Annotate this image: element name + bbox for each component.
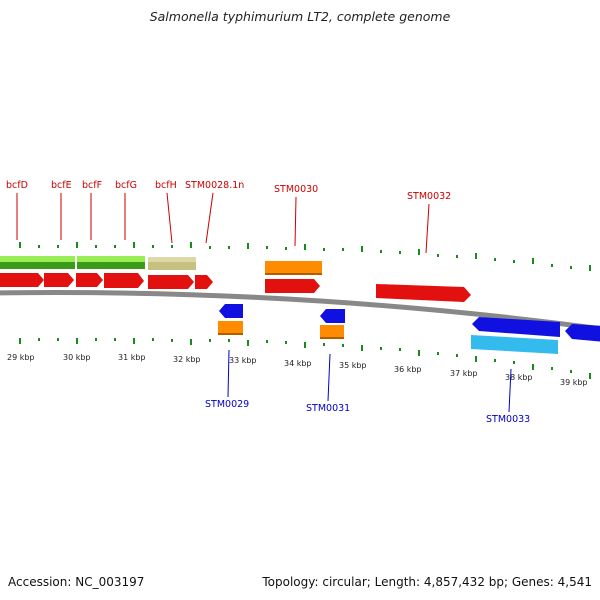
reverse-gene-labels: STM0029 STM0031 STM0033 xyxy=(205,399,530,425)
gene-label-stm0031: STM0031 xyxy=(306,403,350,414)
gene-arrow xyxy=(76,273,103,287)
reverse-leader-lines xyxy=(227,349,512,413)
scale-label: 39 kbp xyxy=(560,378,588,387)
gene-arrow xyxy=(195,275,213,289)
scale-label: 33 kbp xyxy=(229,356,257,365)
gene-label-stm0033: STM0033 xyxy=(486,414,530,425)
gene-label-bcfE: bcfE xyxy=(51,180,72,191)
reverse-feature-track xyxy=(218,321,558,354)
gene-arrow xyxy=(376,284,471,302)
scale-label: 29 kbp xyxy=(7,353,35,362)
scale-label: 36 kbp xyxy=(394,365,422,374)
genome-title: Salmonella typhimurium LT2, complete gen… xyxy=(149,9,451,24)
operon-segment xyxy=(0,256,75,262)
gene-arrow xyxy=(565,324,600,342)
scale-label: 32 kbp xyxy=(173,355,201,364)
gene-arrow xyxy=(104,273,144,288)
feature-block xyxy=(218,321,243,335)
scale-label: 34 kbp xyxy=(284,359,312,368)
feature-block xyxy=(320,325,344,339)
scale-label: 38 kbp xyxy=(505,373,533,382)
scale-label: 37 kbp xyxy=(450,369,478,378)
scale-labels: 29 kbp 30 kbp 31 kbp 32 kbp 33 kbp 34 kb… xyxy=(7,353,588,387)
scale-label: 30 kbp xyxy=(63,353,91,362)
accession-text: Accession: NC_003197 xyxy=(8,575,145,589)
gene-label-stm0029: STM0029 xyxy=(205,399,249,410)
operon-track xyxy=(0,256,196,270)
forward-gene-labels: bcfD bcfE bcfF bcfG bcfH STM0028.1n STM0… xyxy=(6,180,451,202)
scale-label: 31 kbp xyxy=(118,353,146,362)
gene-arrow xyxy=(265,279,320,293)
feature-block xyxy=(265,261,322,275)
feature-block xyxy=(471,335,558,354)
reverse-tick-track xyxy=(19,338,591,379)
forward-tick-track xyxy=(19,242,591,271)
operon-segment xyxy=(77,256,145,262)
forward-gene-track xyxy=(0,273,471,302)
genome-stats-text: Topology: circular; Length: 4,857,432 bp… xyxy=(262,575,592,589)
gene-arrow xyxy=(320,309,345,323)
gene-arrow xyxy=(44,273,74,287)
gene-arrow xyxy=(219,304,243,318)
genome-backbone xyxy=(0,289,600,332)
reverse-gene-track xyxy=(219,304,600,342)
gene-label-bcfD: bcfD xyxy=(6,180,28,191)
gene-label-bcfF: bcfF xyxy=(82,180,102,191)
gene-label-bcfG: bcfG xyxy=(115,180,137,191)
gene-label-stm0030: STM0030 xyxy=(274,184,318,195)
scale-label: 35 kbp xyxy=(339,361,367,370)
gene-arrow xyxy=(148,275,194,289)
gene-arrow xyxy=(472,317,560,337)
gene-label-bcfH: bcfH xyxy=(155,180,177,191)
forward-feature-track xyxy=(265,261,322,275)
gene-label-stm0032: STM0032 xyxy=(407,191,451,202)
gene-arrow xyxy=(0,273,44,287)
gene-label-stm0028-1n: STM0028.1n xyxy=(185,180,244,191)
forward-leader-lines xyxy=(16,192,430,254)
